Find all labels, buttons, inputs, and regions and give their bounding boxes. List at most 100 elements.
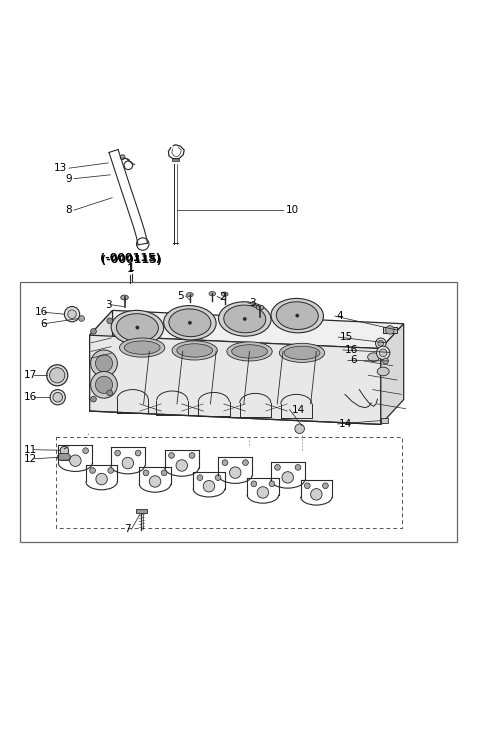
Circle shape	[62, 448, 68, 453]
Text: 17: 17	[24, 370, 37, 380]
Polygon shape	[136, 509, 147, 513]
Circle shape	[376, 346, 390, 359]
Circle shape	[197, 475, 203, 480]
Ellipse shape	[221, 292, 228, 296]
Polygon shape	[58, 453, 70, 460]
Circle shape	[242, 459, 248, 465]
Ellipse shape	[368, 353, 380, 362]
Circle shape	[229, 467, 241, 479]
Circle shape	[96, 376, 113, 393]
Ellipse shape	[117, 313, 158, 342]
Circle shape	[203, 480, 215, 492]
Circle shape	[47, 365, 68, 386]
Circle shape	[304, 483, 310, 488]
Circle shape	[243, 317, 247, 321]
Circle shape	[385, 325, 394, 334]
Text: 4: 4	[337, 311, 344, 321]
Circle shape	[188, 321, 192, 325]
Polygon shape	[90, 310, 404, 348]
Circle shape	[50, 390, 65, 405]
Text: 2: 2	[219, 291, 226, 302]
Circle shape	[107, 318, 113, 324]
Text: 15: 15	[340, 332, 353, 342]
Text: 11: 11	[24, 445, 37, 455]
Ellipse shape	[172, 341, 217, 360]
Ellipse shape	[177, 344, 213, 357]
Circle shape	[161, 470, 167, 476]
Ellipse shape	[209, 291, 216, 296]
Polygon shape	[381, 324, 404, 425]
Bar	[60, 453, 68, 460]
Ellipse shape	[169, 309, 211, 336]
Circle shape	[64, 307, 80, 322]
Circle shape	[375, 338, 386, 348]
Text: 9: 9	[65, 173, 72, 184]
Circle shape	[91, 328, 96, 334]
Circle shape	[149, 476, 161, 487]
Circle shape	[257, 487, 269, 498]
Text: 6: 6	[40, 319, 47, 329]
Ellipse shape	[227, 342, 272, 361]
Text: 13: 13	[54, 163, 67, 173]
Ellipse shape	[120, 295, 128, 300]
Bar	[172, 158, 180, 161]
Circle shape	[53, 393, 62, 402]
Polygon shape	[90, 335, 381, 425]
Ellipse shape	[224, 305, 266, 333]
Text: 1: 1	[128, 263, 135, 273]
Ellipse shape	[377, 367, 389, 376]
Circle shape	[222, 459, 228, 465]
Circle shape	[115, 451, 120, 456]
Text: 14: 14	[291, 405, 305, 415]
Text: 16: 16	[24, 392, 37, 402]
Ellipse shape	[111, 310, 164, 345]
Text: 16: 16	[34, 308, 48, 317]
Text: 16: 16	[345, 345, 358, 355]
Circle shape	[189, 453, 195, 459]
Text: 5: 5	[177, 291, 184, 301]
Circle shape	[215, 475, 221, 480]
Circle shape	[70, 455, 81, 466]
Ellipse shape	[232, 345, 267, 358]
Circle shape	[83, 448, 88, 453]
Ellipse shape	[279, 343, 324, 362]
Circle shape	[107, 390, 113, 396]
Circle shape	[143, 470, 149, 476]
Circle shape	[311, 488, 322, 500]
Ellipse shape	[256, 305, 264, 310]
Circle shape	[378, 340, 384, 346]
Circle shape	[122, 457, 133, 469]
Circle shape	[269, 481, 275, 487]
Circle shape	[49, 368, 65, 383]
Circle shape	[176, 459, 188, 471]
Circle shape	[295, 465, 301, 471]
Circle shape	[91, 396, 96, 402]
Text: 1: 1	[127, 264, 134, 274]
Bar	[383, 327, 396, 333]
Circle shape	[295, 424, 304, 433]
Circle shape	[91, 371, 117, 398]
Circle shape	[60, 446, 69, 455]
Polygon shape	[90, 310, 113, 411]
Circle shape	[383, 358, 388, 364]
Circle shape	[135, 451, 141, 456]
Ellipse shape	[124, 341, 160, 354]
Circle shape	[135, 325, 139, 330]
Circle shape	[282, 472, 293, 483]
Text: 8: 8	[65, 205, 72, 215]
Circle shape	[79, 316, 84, 322]
Circle shape	[90, 468, 96, 473]
Bar	[21, 282, 457, 542]
Text: 3: 3	[250, 298, 256, 308]
Text: 12: 12	[24, 453, 37, 464]
Text: 3: 3	[106, 299, 112, 310]
Ellipse shape	[276, 302, 318, 330]
Text: (-000115): (-000115)	[101, 255, 162, 265]
Text: 10: 10	[286, 205, 299, 215]
Circle shape	[275, 465, 280, 471]
Circle shape	[379, 349, 387, 356]
Circle shape	[91, 350, 117, 376]
Circle shape	[323, 483, 328, 488]
Text: 14: 14	[339, 419, 352, 429]
Circle shape	[295, 313, 299, 318]
